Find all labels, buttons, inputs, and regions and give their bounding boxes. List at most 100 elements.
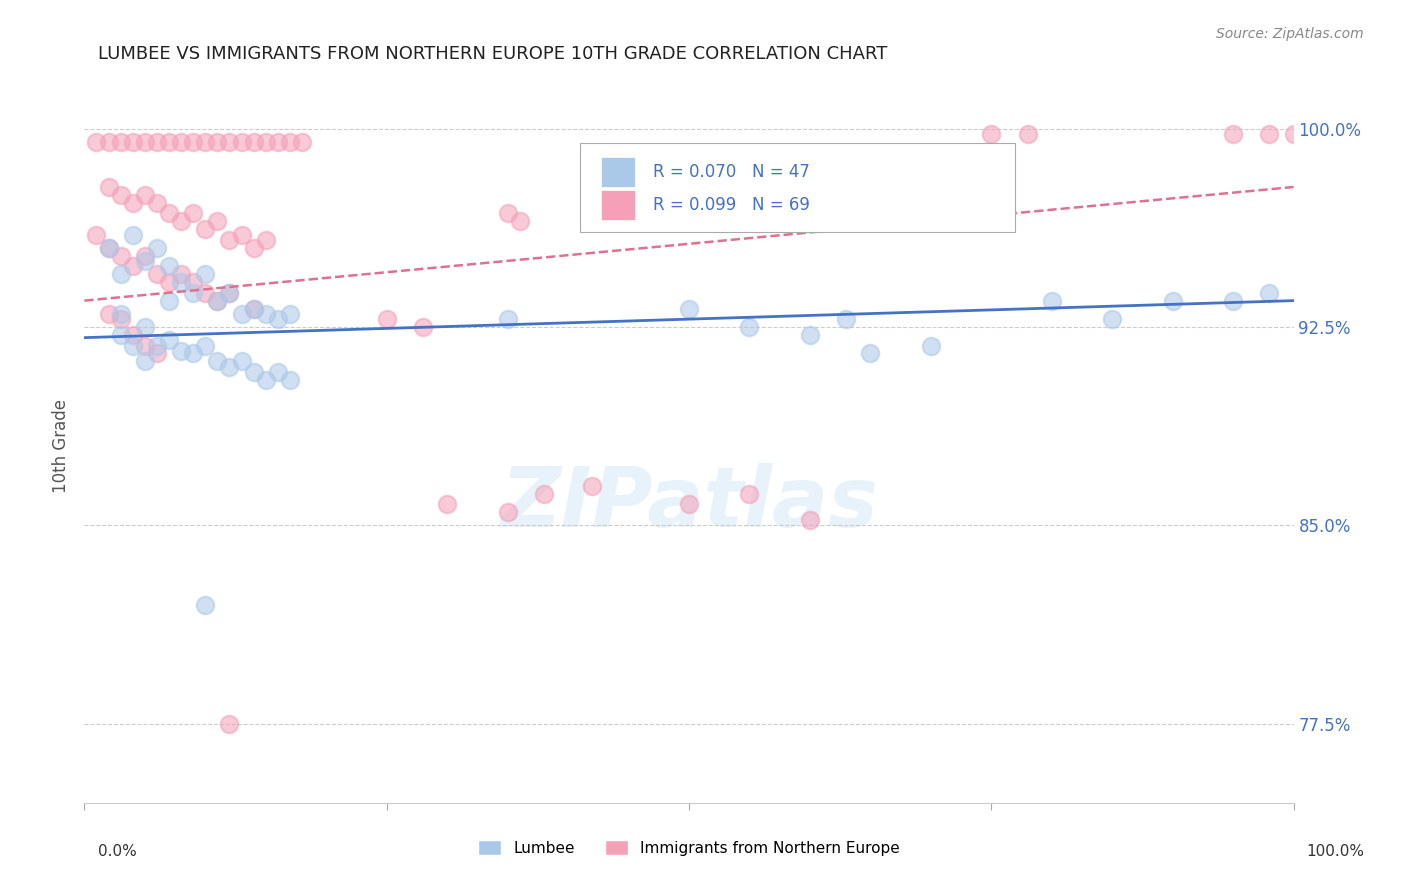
Text: 0.0%: 0.0%	[98, 845, 138, 859]
Point	[267, 365, 290, 379]
Point	[1017, 127, 1039, 141]
Point	[121, 195, 143, 210]
FancyBboxPatch shape	[600, 157, 634, 187]
Point	[207, 354, 229, 368]
Point	[110, 307, 132, 321]
Point	[146, 267, 169, 281]
Point	[738, 486, 761, 500]
Point	[157, 333, 180, 347]
Point	[97, 241, 120, 255]
Point	[157, 293, 180, 308]
Point	[121, 135, 143, 149]
Point	[859, 346, 882, 360]
Point	[738, 320, 761, 334]
Point	[110, 267, 132, 281]
Point	[207, 135, 229, 149]
Point	[242, 241, 264, 255]
Point	[267, 135, 290, 149]
Point	[1040, 293, 1063, 308]
Point	[278, 135, 301, 149]
Point	[194, 285, 217, 300]
Point	[218, 716, 240, 731]
Point	[1101, 312, 1123, 326]
Point	[97, 307, 120, 321]
Point	[496, 312, 519, 326]
Point	[980, 127, 1002, 141]
Point	[110, 135, 132, 149]
Point	[835, 312, 858, 326]
Point	[811, 206, 834, 220]
Point	[194, 338, 217, 352]
Point	[218, 285, 240, 300]
FancyBboxPatch shape	[600, 190, 634, 219]
Point	[1258, 127, 1281, 141]
Point	[291, 135, 314, 149]
Point	[254, 373, 277, 387]
Point	[97, 180, 120, 194]
Text: R = 0.070   N = 47: R = 0.070 N = 47	[652, 163, 810, 181]
Text: Source: ZipAtlas.com: Source: ZipAtlas.com	[1216, 27, 1364, 41]
Point	[412, 320, 434, 334]
Point	[799, 195, 821, 210]
Point	[146, 346, 169, 360]
Point	[581, 478, 603, 492]
Point	[218, 359, 240, 374]
Point	[194, 598, 217, 612]
Point	[181, 135, 204, 149]
Point	[1222, 127, 1244, 141]
Point	[86, 135, 108, 149]
Point	[170, 267, 193, 281]
Point	[1222, 293, 1244, 308]
Point	[799, 513, 821, 527]
Y-axis label: 10th Grade: 10th Grade	[52, 399, 70, 493]
Point	[267, 312, 290, 326]
Text: R = 0.099   N = 69: R = 0.099 N = 69	[652, 196, 810, 214]
Point	[678, 301, 700, 316]
Point	[1258, 285, 1281, 300]
Point	[97, 241, 120, 255]
Point	[375, 312, 398, 326]
Point	[242, 301, 264, 316]
Point	[146, 241, 169, 255]
Point	[678, 497, 700, 511]
Point	[207, 293, 229, 308]
Point	[207, 293, 229, 308]
Point	[1161, 293, 1184, 308]
Point	[157, 135, 180, 149]
Point	[533, 486, 555, 500]
Point	[134, 354, 156, 368]
Point	[134, 254, 156, 268]
Point	[254, 135, 277, 149]
Point	[254, 307, 277, 321]
Point	[231, 227, 253, 242]
Point	[231, 135, 253, 149]
Point	[134, 320, 156, 334]
Text: LUMBEE VS IMMIGRANTS FROM NORTHERN EUROPE 10TH GRADE CORRELATION CHART: LUMBEE VS IMMIGRANTS FROM NORTHERN EUROP…	[98, 45, 887, 62]
Point	[170, 214, 193, 228]
Point	[121, 227, 143, 242]
Point	[496, 505, 519, 519]
Point	[231, 307, 253, 321]
Point	[146, 338, 169, 352]
Point	[231, 354, 253, 368]
Point	[134, 188, 156, 202]
Point	[110, 188, 132, 202]
Point	[1282, 127, 1305, 141]
Point	[218, 233, 240, 247]
Legend: Lumbee, Immigrants from Northern Europe: Lumbee, Immigrants from Northern Europe	[478, 840, 900, 855]
Point	[194, 222, 217, 236]
Point	[110, 328, 132, 343]
Text: 100.0%: 100.0%	[1306, 845, 1364, 859]
Point	[86, 227, 108, 242]
Point	[436, 497, 458, 511]
Point	[146, 135, 169, 149]
Point	[170, 135, 193, 149]
Point	[496, 206, 519, 220]
Point	[97, 135, 120, 149]
Point	[194, 135, 217, 149]
Point	[218, 285, 240, 300]
Point	[181, 206, 204, 220]
Point	[181, 285, 204, 300]
Point	[181, 346, 204, 360]
Point	[121, 338, 143, 352]
